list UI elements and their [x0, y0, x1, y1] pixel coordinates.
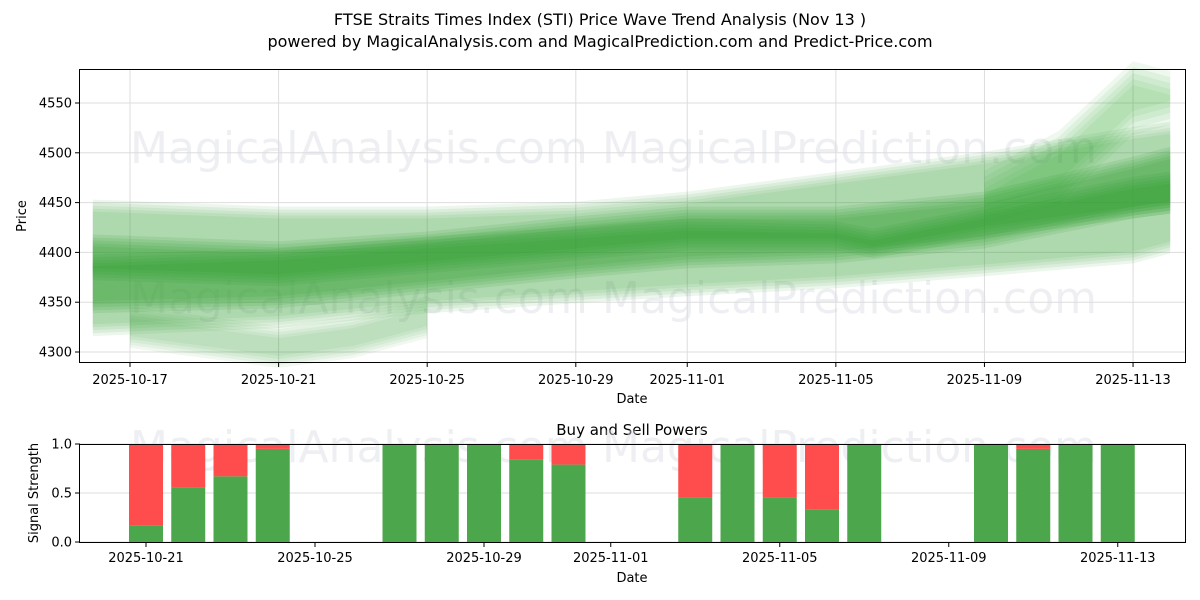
buy-sell-plot: Buy and Sell Powers MagicalAnalysis.com … — [27, 421, 1186, 586]
buy-bar — [467, 444, 501, 542]
chart-title: FTSE Straits Times Index (STI) Price Wav… — [333, 10, 867, 29]
buy-bar — [551, 464, 586, 542]
wave-band — [130, 296, 428, 356]
wave-band — [130, 305, 428, 365]
wave-band — [130, 308, 428, 368]
y-tick-label: 4300 — [39, 346, 72, 361]
signal-x-axis-label: Date — [616, 571, 647, 586]
wave-band — [92, 149, 1171, 305]
watermark: MagicalAnalysis.com — [130, 273, 588, 324]
sell-bar — [213, 444, 248, 477]
x-tick-label: 2025-11-01 — [649, 373, 725, 388]
x-tick-label: 2025-10-25 — [277, 551, 353, 566]
watermark: MagicalPrediction.com — [602, 273, 1097, 324]
wave-band — [984, 73, 1171, 213]
wave-band — [92, 124, 1171, 328]
chart-subtitle: powered by MagicalAnalysis.com and Magic… — [267, 32, 933, 51]
buy-bar — [974, 444, 1008, 542]
wave-band — [130, 299, 428, 359]
wave-band — [92, 121, 1171, 325]
buy-bar — [129, 525, 163, 542]
wave-band — [92, 177, 1171, 281]
buy-bar — [424, 444, 459, 542]
wave-band — [92, 158, 1171, 314]
x-tick-label: 2025-11-05 — [742, 551, 818, 566]
buy-bar — [678, 497, 713, 542]
signal-axis-ticks: 0.0 0.5 1.0 2025-10-21 2025-10-25 2025-10-29 2… — [51, 438, 1155, 567]
buy-bar — [720, 444, 755, 542]
buy-bar — [382, 444, 417, 542]
buy-bar — [847, 444, 882, 542]
wave-band — [130, 302, 428, 362]
x-tick-label: 2025-11-05 — [798, 373, 874, 388]
buy-bar — [1016, 448, 1051, 542]
price-wave-plot: MagicalAnalysis.com MagicalPrediction.co… — [15, 61, 1186, 407]
wave-band — [92, 152, 1171, 308]
signal-y-axis-label: Signal Strength — [27, 443, 42, 543]
price-wave-bands — [92, 61, 1171, 368]
x-tick-label: 2025-10-17 — [92, 373, 168, 388]
wave-band — [92, 130, 1171, 334]
buy-bar — [213, 476, 248, 542]
buy-bar — [171, 487, 206, 542]
wave-band — [984, 85, 1171, 225]
wave-band — [92, 180, 1171, 284]
x-tick-label: 2025-10-29 — [538, 373, 614, 388]
buy-bar — [1058, 444, 1093, 542]
price-grid — [80, 70, 1185, 362]
price-axis-ticks: 4300 4350 4400 4450 4500 4550 2025-10-17 2025-1… — [39, 97, 1171, 389]
wave-band — [92, 127, 1171, 331]
sell-bar — [805, 444, 839, 510]
y-tick-label: 0.5 — [51, 487, 72, 502]
watermark: MagicalAnalysis.com — [130, 123, 588, 174]
buy-bar — [509, 459, 544, 542]
sell-bar — [678, 444, 713, 498]
buy-sell-bars — [129, 444, 1135, 542]
wave-band — [984, 61, 1171, 201]
sell-bar — [255, 444, 290, 449]
x-tick-label: 2025-11-09 — [911, 551, 987, 566]
y-tick-label: 4500 — [39, 146, 72, 161]
wave-band — [984, 67, 1171, 207]
x-tick-label: 2025-10-25 — [389, 373, 465, 388]
x-tick-label: 2025-10-29 — [446, 551, 522, 566]
sell-bar — [171, 444, 206, 488]
x-tick-label: 2025-11-09 — [947, 373, 1023, 388]
sell-bar — [551, 444, 586, 465]
y-tick-label: 4450 — [39, 196, 72, 211]
buy-bar — [255, 448, 290, 542]
wave-band — [92, 174, 1171, 278]
buy-bar — [805, 509, 839, 542]
wave-band — [984, 79, 1171, 219]
wave-band — [92, 133, 1171, 337]
sell-bar — [762, 444, 797, 498]
buy-sell-title: Buy and Sell Powers — [556, 421, 708, 439]
buy-bar — [1100, 444, 1135, 542]
x-tick-label: 2025-11-01 — [573, 551, 649, 566]
price-x-axis-label: Date — [616, 392, 647, 407]
y-tick-label: 1.0 — [51, 438, 72, 453]
sell-bar — [1016, 444, 1051, 449]
wave-band — [92, 183, 1171, 287]
sell-bar — [509, 444, 544, 460]
wave-band — [92, 146, 1171, 302]
buy-bar — [762, 497, 797, 542]
wave-band — [92, 155, 1171, 311]
x-tick-label: 2025-11-13 — [1095, 373, 1171, 388]
price-plot-frame — [79, 69, 1186, 363]
wave-band — [92, 171, 1171, 275]
x-tick-label: 2025-10-21 — [108, 551, 184, 566]
watermark: MagicalPrediction.com — [602, 123, 1097, 174]
x-tick-label: 2025-11-13 — [1080, 551, 1156, 566]
y-tick-label: 4400 — [39, 246, 72, 261]
y-tick-label: 4550 — [39, 97, 72, 112]
y-tick-label: 0.0 — [51, 536, 72, 551]
y-tick-label: 4350 — [39, 296, 72, 311]
sell-bar — [129, 444, 163, 526]
price-y-axis-label: Price — [15, 200, 30, 232]
x-tick-label: 2025-10-21 — [241, 373, 317, 388]
